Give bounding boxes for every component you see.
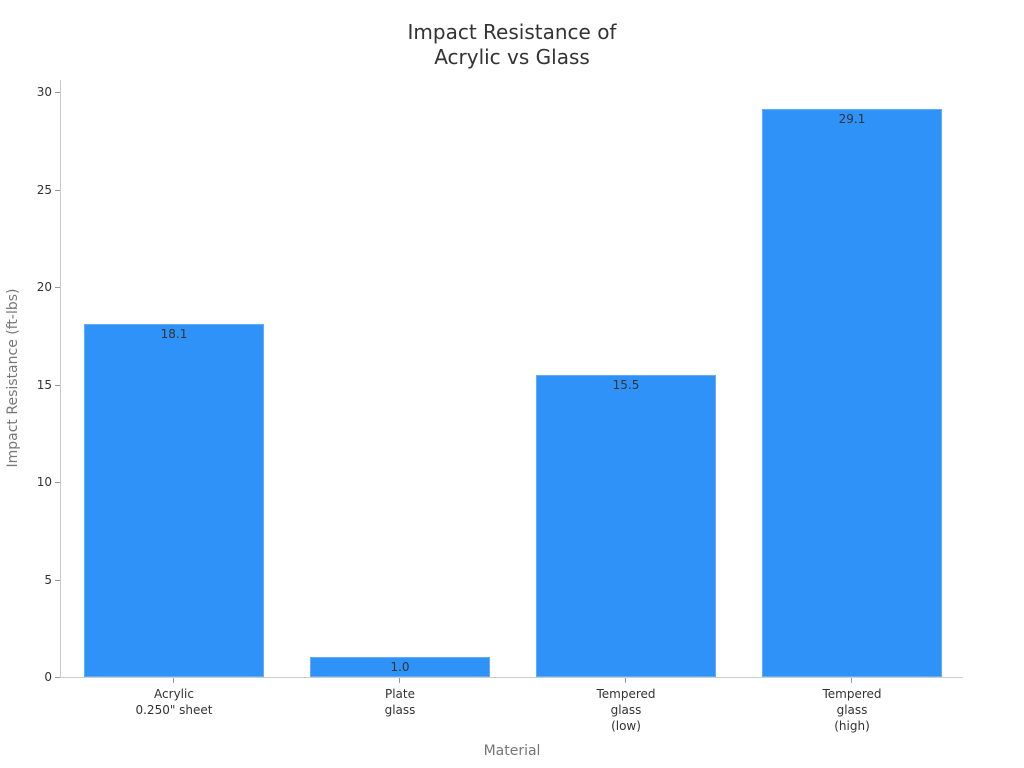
bar-tempered-glass-low: 15.5 <box>536 375 716 677</box>
x-tick-label-line: Plate <box>384 687 415 701</box>
bar-value-label: 18.1 <box>160 327 188 341</box>
x-tick-label-line: Tempered <box>822 687 882 701</box>
y-tick-label: 5 <box>44 572 52 587</box>
chart-title-line-1: Impact Resistance of <box>407 20 617 44</box>
x-tick-label: Acrylic 0.250" sheet <box>84 686 264 718</box>
bar-plate-glass: 1.0 <box>310 657 490 677</box>
x-tick-mark <box>399 678 400 683</box>
y-tick-label: 25 <box>36 182 52 197</box>
x-tick-label-line: Tempered <box>596 687 656 701</box>
chart-title: Impact Resistance of Acrylic vs Glass <box>0 20 1024 70</box>
y-tick-label: 20 <box>36 280 52 294</box>
x-tick-label-line: 0.250" sheet <box>135 703 213 717</box>
y-tick-mark <box>55 482 60 483</box>
y-axis-line <box>60 80 61 677</box>
y-tick-mark <box>55 189 60 191</box>
y-tick-label: 10 <box>36 475 52 489</box>
y-tick-mark <box>55 287 60 288</box>
y-tick-label: 15 <box>36 377 52 392</box>
y-tick-30: 30 <box>0 85 60 106</box>
y-tick-label: 0 <box>44 670 52 684</box>
bar-value-label: 29.1 <box>838 112 866 126</box>
y-tick-mark <box>55 92 60 93</box>
y-tick-mark <box>55 579 60 581</box>
bar-tempered-glass-high: 29.1 <box>762 109 942 677</box>
y-tick-10: 10 <box>0 475 60 496</box>
x-tick-label-line: glass <box>384 703 416 717</box>
x-tick-label: Tempered glass (high) <box>762 686 942 734</box>
x-tick-mark <box>625 678 626 683</box>
x-tick-label: Plate glass <box>310 686 490 718</box>
bar-value-label: 1.0 <box>390 660 410 674</box>
x-tick-mark <box>173 678 174 683</box>
x-axis-line <box>60 677 963 678</box>
y-tick-5: 5 <box>0 573 60 594</box>
x-tick-label-line: glass <box>836 703 868 717</box>
y-tick-25: 25 <box>0 183 60 204</box>
bar-value-label: 15.5 <box>612 378 640 392</box>
x-axis-label: Material <box>483 743 541 759</box>
x-tick-label-line: (high) <box>834 719 870 733</box>
x-tick-label: Tempered glass (low) <box>536 686 716 734</box>
y-tick-20: 20 <box>0 280 60 301</box>
x-tick-label-line: glass <box>610 703 642 717</box>
x-tick-mark <box>851 678 852 683</box>
y-tick-15: 15 <box>0 378 60 399</box>
y-tick-mark <box>55 677 60 678</box>
bar-acrylic: 18.1 <box>84 324 264 677</box>
x-tick-label-line: (low) <box>611 719 641 733</box>
y-tick-mark <box>55 384 60 386</box>
y-tick-label: 30 <box>36 85 52 99</box>
chart-title-line-2: Acrylic vs Glass <box>434 45 590 69</box>
x-tick-label-line: Acrylic <box>154 687 194 701</box>
y-axis-label: Impact Resistance (ft-lbs) <box>5 288 21 468</box>
y-tick-0: 0 <box>0 670 60 691</box>
